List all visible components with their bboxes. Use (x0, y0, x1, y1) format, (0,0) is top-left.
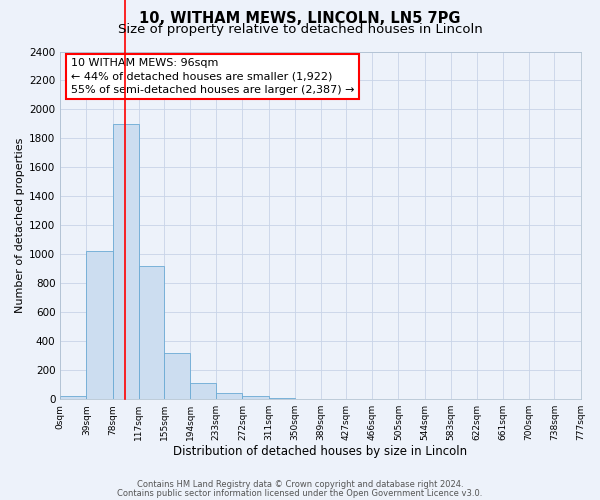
Bar (86, 252, 113, 399)
Bar (216, 392, 242, 399)
Text: Size of property relative to detached houses in Lincoln: Size of property relative to detached ho… (118, 22, 482, 36)
Bar (164, 353, 190, 399)
Text: 10 WITHAM MEWS: 96sqm
← 44% of detached houses are smaller (1,922)
55% of semi-d: 10 WITHAM MEWS: 96sqm ← 44% of detached … (71, 58, 354, 95)
Bar (60, 396, 86, 399)
Bar (242, 396, 269, 399)
Text: 10, WITHAM MEWS, LINCOLN, LN5 7PG: 10, WITHAM MEWS, LINCOLN, LN5 7PG (139, 11, 461, 26)
Bar (139, 266, 164, 399)
Bar (113, 124, 139, 399)
Y-axis label: Number of detached properties: Number of detached properties (15, 138, 25, 313)
Bar (190, 383, 216, 399)
Text: Contains HM Land Registry data © Crown copyright and database right 2024.: Contains HM Land Registry data © Crown c… (137, 480, 463, 489)
Text: Contains public sector information licensed under the Open Government Licence v3: Contains public sector information licen… (118, 488, 482, 498)
Bar (269, 398, 295, 399)
X-axis label: Distribution of detached houses by size in Lincoln: Distribution of detached houses by size … (173, 444, 467, 458)
